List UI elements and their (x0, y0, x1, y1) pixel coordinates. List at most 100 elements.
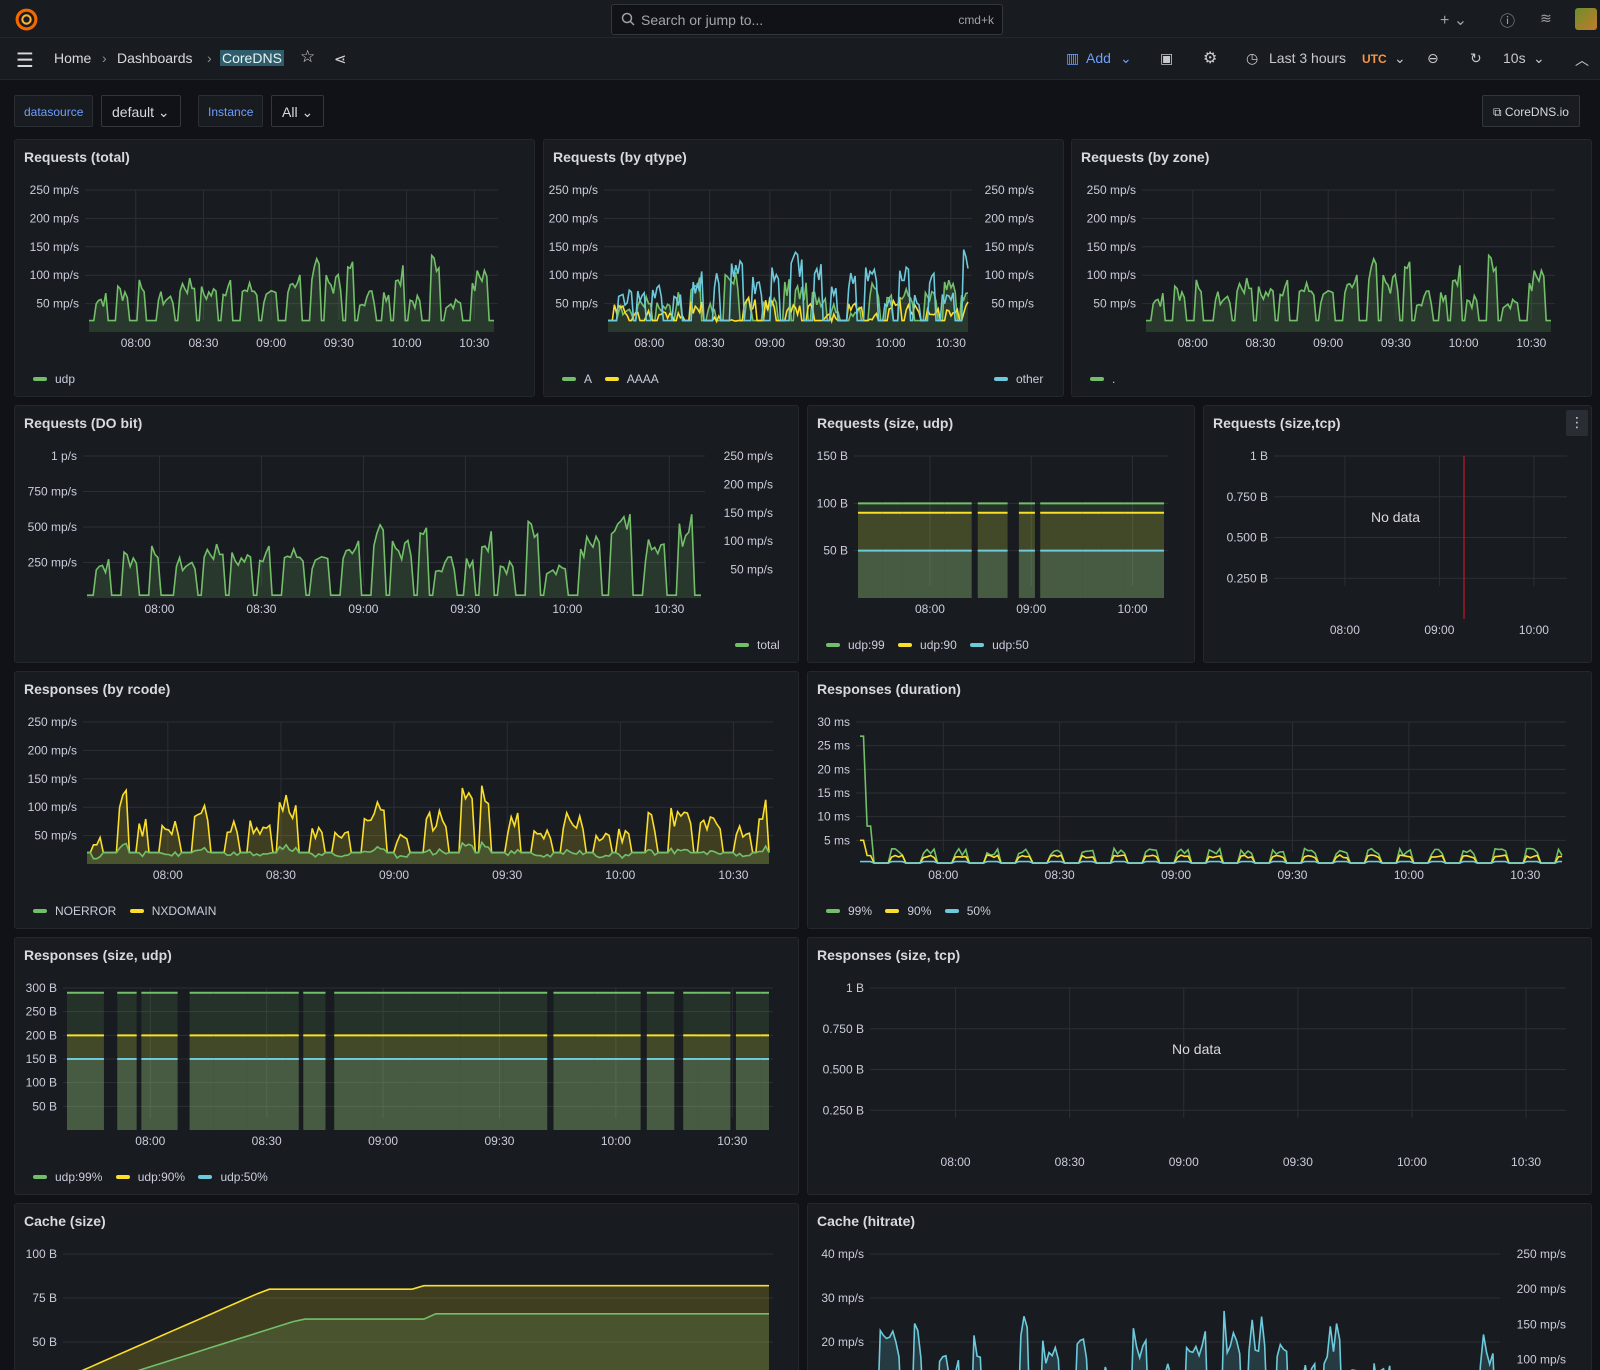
chart-requests-by-qtype: 50 mp/s 100 mp/s 150 mp/s 200 mp/s 250 mp/s 5… (549, 183, 1034, 350)
panel-requests-size-tcp[interactable]: Requests (size,tcp) ⋮ 0.250 B 0.500 B 0.75… (1203, 405, 1592, 663)
series-cache-b-line (137, 1313, 769, 1370)
y-tick-label: 100 mp/s (28, 800, 77, 814)
time-range-picker[interactable]: Last 3 hours (1269, 50, 1347, 66)
star-icon[interactable]: ☆ (300, 47, 316, 66)
series-2-area (594, 1059, 641, 1130)
new-menu-icon[interactable]: + ⌄ (1440, 12, 1468, 29)
x-tick-label: 08:00 (928, 868, 958, 882)
settings-gear-icon[interactable]: ⚙ (1203, 50, 1218, 67)
legend-item[interactable]: NOERROR (55, 904, 117, 918)
grafana-logo-icon[interactable] (14, 7, 39, 32)
panel-requests-do-bit[interactable]: Requests (DO bit) 250 mp/s 500 mp/s 750 mp… (14, 405, 799, 663)
legend-item[interactable]: AAAA (626, 372, 659, 386)
series-0-area (141, 992, 178, 1130)
series-0-area (334, 992, 375, 1130)
y-tick-label: 1 B (846, 981, 864, 995)
legend-item[interactable]: udp:50 (992, 638, 1029, 652)
add-button[interactable]: Add (1086, 50, 1111, 66)
zoom-out-icon[interactable]: ⊖ (1427, 50, 1439, 66)
x-tick-label: 10:00 (876, 336, 906, 350)
instance-select[interactable]: All ⌄ (271, 95, 325, 127)
coredns-link-label: CoreDNS.io (1504, 105, 1569, 119)
y-tick-label: 500 mp/s (28, 520, 77, 534)
external-link-icon: ⧉ (1493, 105, 1505, 119)
breadcrumb-home[interactable]: Home (54, 50, 92, 66)
y2-tick-label: 250 mp/s (724, 449, 773, 463)
series-1-area (1124, 512, 1164, 598)
chevron-down-icon: ⌄ (1533, 50, 1545, 66)
series-2-area (285, 1059, 299, 1130)
x-tick-label: 09:30 (1381, 336, 1411, 350)
y-tick-label: 0.250 B (823, 1103, 864, 1117)
legend-item[interactable]: 90% (907, 904, 932, 918)
panel-responses-duration[interactable]: Responses (duration) 5 ms 10 ms 15 ms 20 ms… (807, 671, 1592, 929)
y-tick-label: 1 B (1250, 449, 1268, 463)
search-input[interactable]: Search or jump to... cmd+k (611, 4, 1003, 35)
datasource-value: default (112, 104, 155, 120)
series-0-area (189, 992, 214, 1130)
legend-item[interactable]: total (757, 638, 780, 652)
coredns-link[interactable]: ⧉ CoreDNS.io (1482, 95, 1580, 127)
series-2-area (303, 1059, 326, 1130)
x-tick-label: 10:00 (1118, 602, 1148, 616)
legend-item[interactable]: udp:90% (137, 1170, 186, 1184)
x-tick-label: 08:00 (121, 336, 151, 350)
panel-cache-hitrate[interactable]: Cache (hitrate) 20 mp/s 30 mp/s 40 mp/s 100… (807, 1203, 1592, 1370)
breadcrumb-dashboards[interactable]: Dashboards (117, 50, 193, 66)
share-icon[interactable]: ⋖ (334, 51, 347, 68)
x-tick-label: 09:30 (815, 336, 845, 350)
series-0-area (266, 992, 286, 1130)
y-tick-label: 250 mp/s (28, 556, 77, 570)
panel-responses-by-rcode[interactable]: Responses (by rcode) 50 mp/s 100 mp/s 150 … (14, 671, 799, 929)
panel-responses-size-tcp[interactable]: Responses (size, tcp) 0.250 B 0.500 B 0.75… (807, 937, 1592, 1195)
panel-menu-icon[interactable]: ⋮ (1566, 410, 1588, 436)
y-tick-label: 100 mp/s (1087, 268, 1136, 282)
x-tick-label: 10:30 (1516, 336, 1546, 350)
legend-item[interactable]: udp:99% (55, 1170, 103, 1184)
legend-item[interactable]: udp (55, 372, 76, 386)
user-avatar[interactable] (1575, 8, 1597, 30)
panel-cache-size[interactable]: Cache (size) 50 B 75 B 100 B (14, 1203, 799, 1370)
chart-legend: udp:99% udp:90% udp:50% (33, 1170, 268, 1184)
panel-requests-by-qtype[interactable]: Requests (by qtype) 50 mp/s 100 mp/s 150 m… (543, 139, 1064, 397)
series-2-area (977, 550, 1008, 598)
series-1-area (1040, 512, 1083, 598)
menu-toggle-icon[interactable]: ☰ (16, 50, 34, 72)
news-feed-icon[interactable]: ≋ (1540, 10, 1552, 26)
legend-item[interactable]: A (584, 372, 592, 386)
legend-item[interactable]: udp:90 (920, 638, 957, 652)
series-2-area (944, 550, 972, 598)
series-0-area (553, 992, 595, 1130)
series-1-area (646, 1035, 675, 1130)
series-2-area (697, 1059, 731, 1130)
y-tick-label: 50 B (32, 1335, 57, 1349)
y-tick-label: 150 B (817, 449, 848, 463)
help-icon[interactable]: ⓘ (1500, 13, 1516, 30)
x-tick-label: 10:30 (654, 602, 684, 616)
legend-item[interactable]: udp:50% (220, 1170, 268, 1184)
x-tick-label: 08:00 (144, 602, 174, 616)
y-tick-label: 150 mp/s (1087, 240, 1136, 254)
series-2-area (247, 1059, 267, 1130)
series-2-area (760, 1059, 769, 1130)
refresh-icon[interactable]: ↻ (1470, 50, 1482, 66)
series-2-area (735, 1059, 761, 1130)
x-tick-label: 08:30 (1245, 336, 1275, 350)
legend-item[interactable]: other (1016, 372, 1044, 386)
legend-item[interactable]: NXDOMAIN (151, 904, 217, 918)
legend-item[interactable]: 50% (966, 904, 991, 918)
datasource-select[interactable]: default ⌄ (101, 95, 181, 127)
collapse-icon[interactable]: ︿ (1575, 52, 1589, 68)
panel-requests-size-udp[interactable]: Requests (size, udp) 50 B 100 B 150 B 08:00… (807, 405, 1195, 663)
save-icon[interactable]: ▣ (1160, 50, 1174, 66)
legend-item[interactable]: . (1112, 372, 1116, 386)
legend-item[interactable]: udp:99 (848, 638, 885, 652)
y-tick-label: 250 mp/s (1087, 183, 1136, 197)
refresh-interval[interactable]: 10s (1503, 50, 1526, 66)
panel-responses-size-udp[interactable]: Responses (size, udp) 50 B 100 B 150 B 200 … (14, 937, 799, 1195)
chart-legend-right: other (994, 372, 1043, 386)
y2-tick-label: 150 mp/s (724, 506, 773, 520)
legend-item[interactable]: 99% (848, 904, 873, 918)
panel-requests-total[interactable]: Requests (total) 50 mp/s 100 mp/s 150 mp/s… (14, 139, 535, 397)
panel-requests-by-zone[interactable]: Requests (by zone) 50 mp/s 100 mp/s 150 mp… (1071, 139, 1592, 397)
